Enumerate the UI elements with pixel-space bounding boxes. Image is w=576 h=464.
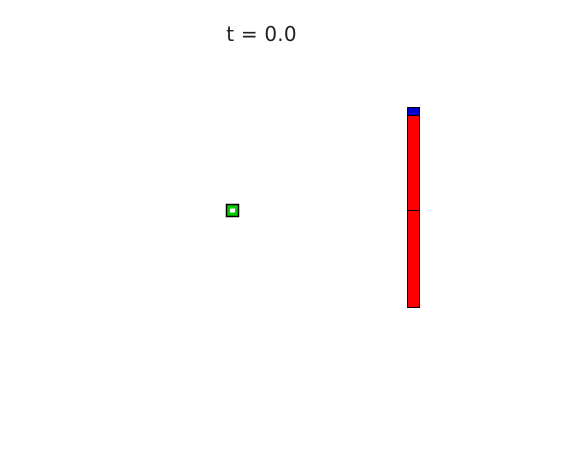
red-column [407, 107, 420, 308]
agent-marker [230, 208, 235, 213]
green-agent-square [225, 203, 240, 218]
time-label: t = 0.0 [226, 22, 297, 46]
column-lower-segment [407, 210, 420, 308]
column-blue-cap [407, 107, 420, 116]
column-upper-segment [407, 113, 420, 211]
